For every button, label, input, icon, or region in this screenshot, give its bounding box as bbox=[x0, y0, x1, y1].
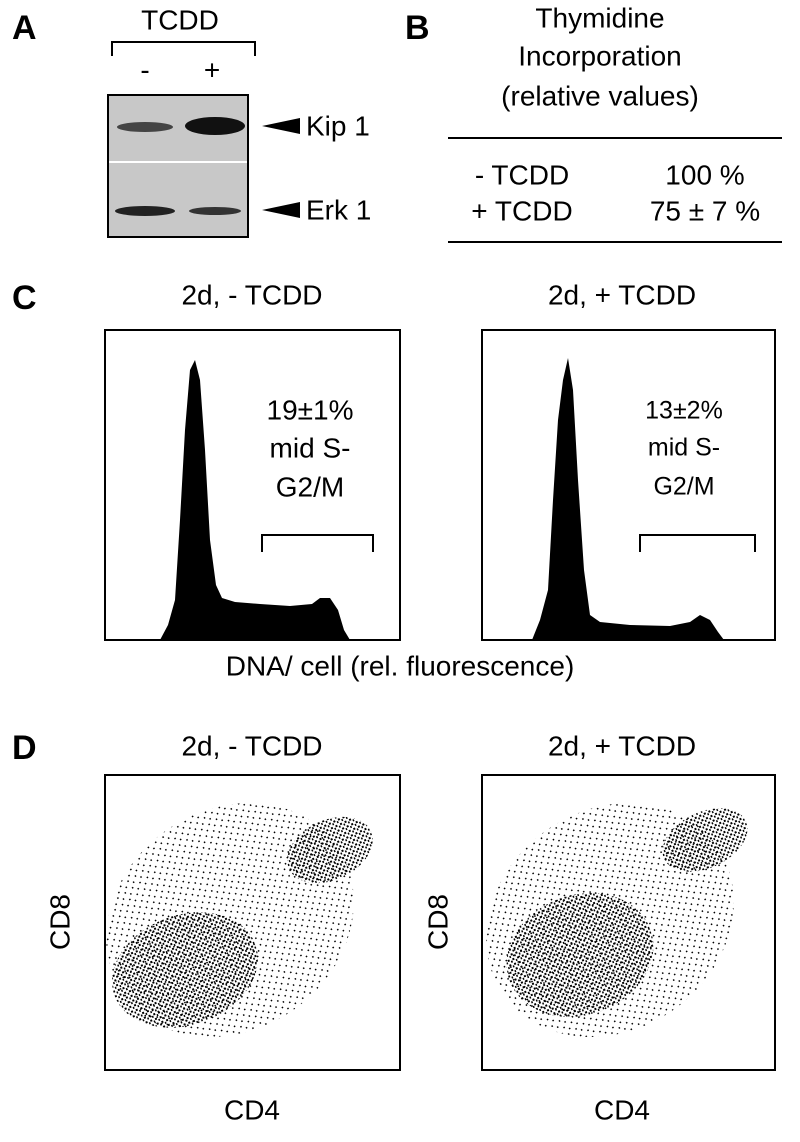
plot-title: 2d, + TCDD bbox=[548, 730, 696, 761]
lane-label: + bbox=[204, 54, 220, 85]
arrowhead bbox=[262, 202, 300, 218]
panel-label: D bbox=[12, 729, 37, 767]
bracket bbox=[111, 41, 256, 56]
annotation: mid S- bbox=[648, 434, 720, 462]
axis-label: CD8 bbox=[422, 894, 453, 950]
annotation: mid S- bbox=[270, 432, 351, 463]
band bbox=[189, 207, 241, 215]
plot-title: 2d, + TCDD bbox=[548, 279, 696, 310]
scatter-cloud bbox=[287, 816, 373, 884]
table-title: Thymidine bbox=[535, 2, 664, 33]
plot-frame bbox=[104, 329, 401, 641]
table-title: Incorporation bbox=[518, 40, 681, 71]
plot-title: 2d, - TCDD bbox=[181, 279, 322, 310]
plot-frame bbox=[481, 774, 776, 1071]
histogram bbox=[532, 358, 724, 640]
annotation: G2/M bbox=[276, 471, 344, 502]
arrowhead bbox=[262, 118, 300, 134]
annotation: G2/M bbox=[653, 473, 714, 501]
table-cell: 75 ± 7 % bbox=[650, 195, 760, 226]
axis-label: DNA/ cell (rel. fluorescence) bbox=[226, 650, 575, 681]
bracket bbox=[639, 534, 756, 552]
panel-label: A bbox=[12, 9, 37, 47]
axis-label: CD4 bbox=[224, 1094, 280, 1125]
axis-label: CD4 bbox=[594, 1094, 650, 1125]
band-label: Erk 1 bbox=[306, 194, 371, 225]
band bbox=[185, 117, 245, 135]
plot-title: 2d, - TCDD bbox=[181, 730, 322, 761]
lane-label: - bbox=[140, 54, 149, 85]
axis-label: CD8 bbox=[44, 894, 75, 950]
plot-frame bbox=[104, 774, 401, 1071]
table-cell: 100 % bbox=[665, 159, 744, 190]
band bbox=[117, 122, 173, 132]
histogram bbox=[160, 360, 350, 640]
scatter-cloud bbox=[662, 808, 748, 872]
table-cell: + TCDD bbox=[471, 195, 572, 226]
plot-frame bbox=[481, 329, 776, 641]
panel-label: B bbox=[405, 9, 430, 47]
treatment: TCDD bbox=[141, 4, 219, 35]
blot bbox=[107, 94, 249, 238]
annotation: 13±2% bbox=[645, 397, 723, 425]
annotation: 19±1% bbox=[267, 394, 354, 425]
band bbox=[115, 206, 175, 216]
band-label: Kip 1 bbox=[306, 110, 370, 141]
table-title: (relative values) bbox=[501, 80, 699, 111]
bracket bbox=[261, 534, 374, 552]
table-cell: - TCDD bbox=[475, 159, 569, 190]
scatter-cloud bbox=[506, 893, 654, 1017]
panel-label: C bbox=[12, 279, 37, 317]
scatter-cloud bbox=[112, 912, 258, 1028]
